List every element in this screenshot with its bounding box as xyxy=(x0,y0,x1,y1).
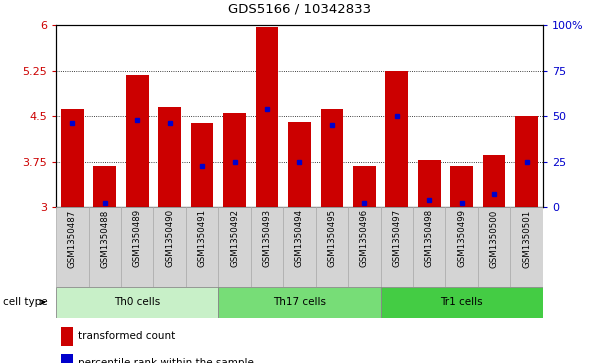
Text: GSM1350498: GSM1350498 xyxy=(425,209,434,268)
Bar xyxy=(381,287,543,318)
Text: GSM1350495: GSM1350495 xyxy=(327,209,336,268)
Bar xyxy=(515,116,538,207)
Bar xyxy=(353,166,376,207)
Text: Tr1 cells: Tr1 cells xyxy=(440,297,483,307)
Bar xyxy=(223,113,246,207)
Bar xyxy=(413,207,445,287)
Text: GSM1350490: GSM1350490 xyxy=(165,209,174,268)
Text: GSM1350501: GSM1350501 xyxy=(522,209,531,268)
Bar xyxy=(158,107,181,207)
Text: GSM1350489: GSM1350489 xyxy=(133,209,142,268)
Text: GSM1350500: GSM1350500 xyxy=(490,209,499,268)
Bar xyxy=(153,207,186,287)
Bar xyxy=(61,327,73,346)
Bar xyxy=(510,207,543,287)
Bar xyxy=(126,75,149,207)
Bar xyxy=(121,207,153,287)
Text: GSM1350491: GSM1350491 xyxy=(198,209,206,268)
Bar xyxy=(255,27,278,207)
Bar xyxy=(218,207,251,287)
Text: cell type: cell type xyxy=(3,297,48,307)
Bar xyxy=(385,71,408,207)
Text: Th17 cells: Th17 cells xyxy=(273,297,326,307)
Bar xyxy=(283,207,316,287)
Bar xyxy=(191,123,214,207)
Bar xyxy=(56,207,88,287)
Bar xyxy=(88,207,121,287)
Bar xyxy=(61,109,84,207)
Bar xyxy=(418,160,441,207)
Bar xyxy=(288,122,311,207)
Bar xyxy=(56,287,218,318)
Bar xyxy=(251,207,283,287)
Text: GSM1350497: GSM1350497 xyxy=(392,209,401,268)
Bar xyxy=(381,207,413,287)
Bar xyxy=(348,207,381,287)
Text: GSM1350492: GSM1350492 xyxy=(230,209,239,268)
Text: GSM1350488: GSM1350488 xyxy=(100,209,109,268)
Text: percentile rank within the sample: percentile rank within the sample xyxy=(78,358,254,363)
Text: GSM1350499: GSM1350499 xyxy=(457,209,466,267)
Bar xyxy=(316,207,348,287)
Bar xyxy=(450,166,473,207)
Text: GSM1350496: GSM1350496 xyxy=(360,209,369,268)
Bar xyxy=(93,166,116,207)
Text: GDS5166 / 10342833: GDS5166 / 10342833 xyxy=(228,3,371,16)
Bar xyxy=(320,109,343,207)
Text: Th0 cells: Th0 cells xyxy=(114,297,160,307)
Bar xyxy=(483,155,506,207)
Bar xyxy=(445,207,478,287)
Bar xyxy=(186,207,218,287)
Bar xyxy=(61,354,73,363)
Bar xyxy=(478,207,510,287)
Text: transformed count: transformed count xyxy=(78,331,175,341)
Bar xyxy=(218,287,381,318)
Text: GSM1350487: GSM1350487 xyxy=(68,209,77,268)
Text: GSM1350494: GSM1350494 xyxy=(295,209,304,268)
Text: GSM1350493: GSM1350493 xyxy=(263,209,271,268)
